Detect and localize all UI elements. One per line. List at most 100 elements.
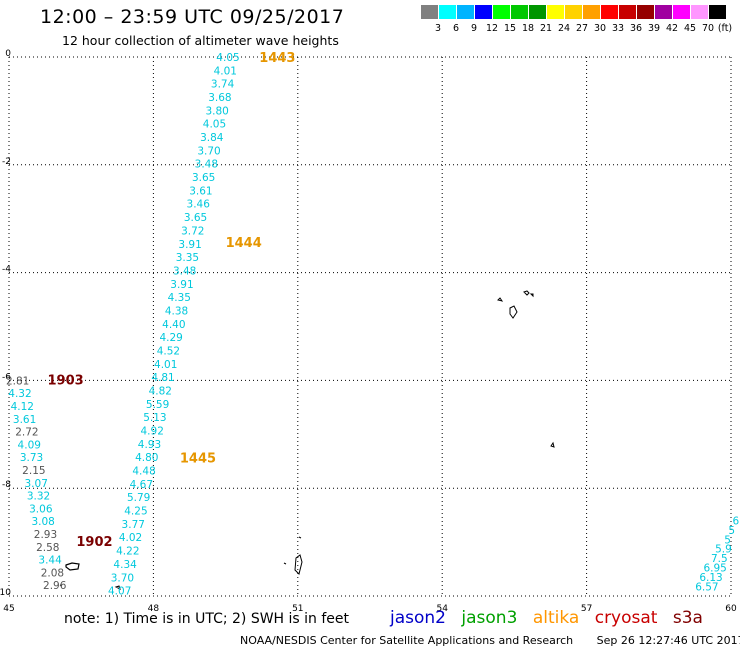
swh-value: 3.06 <box>29 503 53 515</box>
legend-label: 27 <box>575 23 589 34</box>
tick-label-lat: -2 <box>2 157 11 167</box>
swh-value: 3.07 <box>25 478 48 490</box>
legend-label: 24 <box>557 23 571 34</box>
tick-label-lat: -8 <box>2 480 11 490</box>
legend-label: 18 <box>521 23 535 34</box>
tick-label-lon: 60 <box>725 604 737 614</box>
legend-label: 42 <box>665 23 679 34</box>
swh-value: 7.5 <box>711 553 728 565</box>
swh-value: 2.58 <box>36 542 59 554</box>
swh-value: 4.02 <box>119 532 142 544</box>
footer: NOAA/NESDIS Center for Satellite Applica… <box>240 634 740 647</box>
legend-swatch <box>637 5 654 19</box>
legend-label: 70 <box>701 23 715 34</box>
swh-value: 4.48 <box>132 466 155 478</box>
swh-value: 3.91 <box>170 279 193 291</box>
islands <box>59 290 555 590</box>
swh-value: 3.61 <box>13 414 36 426</box>
pass-number: 1445 <box>180 452 216 467</box>
legend-unit: (ft) <box>717 23 733 34</box>
swh-value: 4.05 <box>216 52 239 64</box>
swh-value: 5.59 <box>146 399 169 411</box>
swh-value: 4.52 <box>157 345 180 357</box>
island-coetivy <box>550 441 555 448</box>
swh-value: 6.57 <box>695 581 718 593</box>
tick-label-lat: -10 <box>0 588 11 598</box>
legend-label: 15 <box>503 23 517 34</box>
sat-cryosat: cryosat <box>594 608 658 628</box>
legend-swatch <box>709 5 726 19</box>
swh-value: 4.93 <box>138 439 161 451</box>
swh-value: 4.29 <box>159 332 182 344</box>
legend-swatch <box>619 5 636 19</box>
legend-swatch <box>547 5 564 19</box>
pass-number: 1444 <box>226 236 262 251</box>
swh-value: 4.80 <box>135 452 158 464</box>
legend-swatch <box>493 5 510 19</box>
swh-value: 4.35 <box>168 292 191 304</box>
pass-number: 1902 <box>76 535 112 550</box>
legend-swatch <box>673 5 690 19</box>
legend-swatch <box>439 5 456 19</box>
swh-value: 3.48 <box>173 265 196 277</box>
satellite-legend: jason2 jason3 altika cryosat s3a <box>390 608 713 628</box>
pass-labels: 1443 1444 1445 1903 1902 <box>48 51 296 550</box>
swh-value: 2.81 <box>6 375 29 387</box>
swh-value: 4.22 <box>116 546 139 558</box>
legend-label: 6 <box>452 23 460 34</box>
swh-value: 6.95 <box>703 563 726 575</box>
swh-value: 4.32 <box>8 388 31 400</box>
island-providence <box>283 536 303 575</box>
swh-value: 4.25 <box>124 506 147 518</box>
swh-value: 3.70 <box>111 572 134 584</box>
swh-value: 6 <box>732 516 739 528</box>
island-aldabra <box>65 562 80 571</box>
map-subtitle: 12 hour collection of altimeter wave hei… <box>62 33 339 48</box>
legend-label: 12 <box>485 23 499 34</box>
legend-swatch <box>655 5 672 19</box>
swh-value: 3.80 <box>205 105 228 117</box>
legend-swatch <box>691 5 708 19</box>
legend-label: 45 <box>683 23 697 34</box>
swh-value: 4.09 <box>18 439 41 451</box>
map-grid <box>8 56 732 597</box>
swh-value: 3.46 <box>187 199 211 211</box>
swh-value: 4.01 <box>214 65 237 77</box>
swh-value: 4.12 <box>11 401 34 413</box>
swh-value: 4.34 <box>113 559 137 571</box>
swh-value: 3.68 <box>208 92 231 104</box>
legend-swatch <box>421 5 438 19</box>
island-seychelles-a <box>523 290 534 298</box>
tick-label-lat: -6 <box>2 372 11 382</box>
legend-label: 36 <box>629 23 643 34</box>
legend-label: 21 <box>539 23 553 34</box>
tick-label-lon: 57 <box>581 604 592 614</box>
swh-value: 2.15 <box>22 465 45 477</box>
altimeter-tracks: 4.054.013.743.683.804.053.843.703.483.65… <box>6 52 740 598</box>
swh-value: 3.48 <box>195 159 218 171</box>
swh-value: 3.70 <box>197 145 220 157</box>
swh-value: 4.82 <box>149 386 172 398</box>
swh-value: 3.74 <box>211 79 235 91</box>
swh-value: 2.72 <box>15 427 38 439</box>
swh-value: 3.32 <box>27 491 50 503</box>
sat-jason3: jason3 <box>461 608 518 628</box>
swh-value: 3.84 <box>200 132 224 144</box>
legend-label: 3 <box>434 23 442 34</box>
swh-value: 5.9 <box>715 544 732 556</box>
swh-value: 3.44 <box>38 555 62 567</box>
swh-value: 6.13 <box>699 572 722 584</box>
swh-value: 5.13 <box>143 412 166 424</box>
tick-label-lon: 48 <box>148 604 160 614</box>
legend-swatch <box>457 5 474 19</box>
swh-value: 4.67 <box>130 479 153 491</box>
swh-value: 4.92 <box>141 426 164 438</box>
tick-label-lat: -4 <box>2 265 11 275</box>
footer-credit: NOAA/NESDIS Center for Satellite Applica… <box>240 634 574 647</box>
swh-value: 4.38 <box>165 305 188 317</box>
legend-label: 39 <box>647 23 661 34</box>
legend-label: 30 <box>593 23 607 34</box>
swh-value: 4.01 <box>154 359 177 371</box>
swh-value: 3.61 <box>189 185 212 197</box>
